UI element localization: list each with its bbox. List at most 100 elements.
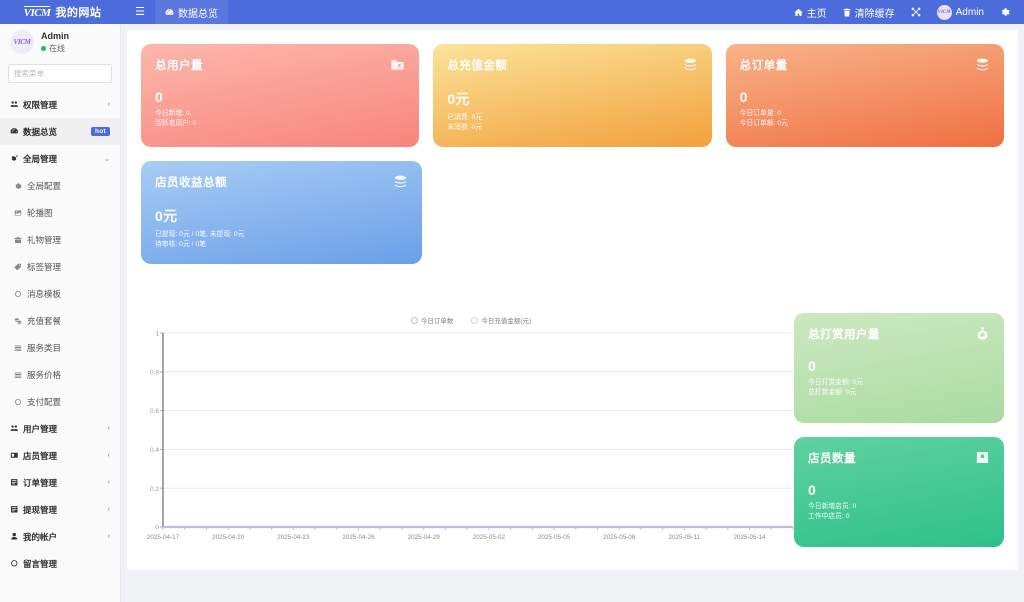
badge-user-icon-wrap [975,450,990,470]
chevron-icon: ‹ [107,506,110,513]
sidebar-item-15[interactable]: 提现管理 ‹ [0,496,120,523]
card-sub-line2: 工作中店员: 0 [808,513,850,521]
sidebar-toggle-button[interactable]: ☰ [125,0,155,24]
card-value: 0元 [155,208,178,224]
card-sub-line1: 今日打赏金额: 0元 [808,379,864,386]
users-icon [10,101,18,108]
card-sub-line1: 已消费: 0元 [447,114,483,121]
nav-clear-cache-button[interactable]: 清除缓存 [835,0,903,24]
image-icon-wrap [14,209,27,217]
user-icon [11,533,18,540]
sidebar-menu: 权限管理 ‹ 数据总览 hot 全局管理 ⌄ 全局配置轮播图礼物管理 标签管理消息模板充值套餐… [0,91,120,577]
card-title: 总用户量 [155,60,203,72]
card-value: 0 [808,358,817,374]
sidebar-user-status-label: 在线 [49,43,65,53]
sidebar-item-0[interactable]: 权限管理 ‹ [0,91,120,118]
card-value: 0 [808,482,817,498]
side-stat-card-1[interactable]: 店员数量 0 今日新增店员: 0 工作中店员: 0 [794,437,1004,547]
list-icon [14,345,22,351]
x-axis-tick-label: 2025-04-23 [277,534,310,541]
moneybag-icon [977,327,988,340]
sidebar-item-label: 轮播图 [27,207,53,218]
nav-user-name: Admin [955,6,984,18]
legend-item-0[interactable]: 今日订单数 [410,315,453,325]
y-axis-tick-label: 0.4 [150,447,159,454]
card-sub-line1: 今日新增店员: 0 [808,503,857,510]
legend-item-1[interactable]: 今日充值金额(元) [471,315,531,325]
fullscreen-icon [911,7,920,17]
badge-user-icon [976,452,989,463]
sidebar-user-panel[interactable]: VICM Admin 在线 [0,24,120,60]
sidebar-item-7[interactable]: 消息模板 [0,280,120,307]
sidebar-item-14[interactable]: 订单管理 ‹ [0,469,120,496]
x-axis-tick-label: 2025-05-14 [733,534,766,541]
card-sub-line2: 活跃老用户: 0 [155,120,197,128]
trend-chart: 今日订单数 今日充值金额(元) 0 0.2 0.4 0.6 0.8 1 2025-04-17 2… [141,313,801,553]
side-stat-card-0[interactable]: 总打赏用户量 0 今日打赏金额: 0元 总打赏金额: 0元 [794,313,1004,423]
card-title: 店员收益总额 [155,177,227,189]
sidebar-item-6[interactable]: 标签管理 [0,253,120,280]
search-box[interactable] [8,64,112,83]
card-subtext: 已消费: 0元 未消费: 0元 [447,113,697,133]
sidebar-item-label: 消息模板 [27,288,62,299]
x-axis-tick-label: 2025-04-20 [212,534,245,541]
nav-fullscreen-button[interactable] [903,0,929,24]
sidebar-item-1[interactable]: 数据总览 hot [0,118,120,145]
chevron-icon: ⌄ [104,155,110,163]
stat-card-3[interactable]: 店员收益总额 0元已提现: 0元 / 0笔, 未提现: 0元 待审核: 0元 / 0… [141,161,422,264]
x-axis-tick-label: 2025-05-02 [473,534,506,541]
sidebar-avatar-text: VICM [13,38,31,46]
folder-user-icon [391,60,404,70]
sidebar-item-3[interactable]: 全局配置 [0,172,120,199]
top-navbar: VICM 我的网站 ☰ 数据总览 主页 清除缓存 [0,0,1024,24]
sidebar-item-13[interactable]: 店员管理 ‹ [0,442,120,469]
cogs-icon [11,155,18,162]
circle-icon-wrap [14,398,27,406]
online-dot-icon [41,45,46,51]
dashboard-icon [10,128,18,134]
x-axis-tick-label: 2025-05-05 [538,534,571,541]
coins-stack-icon [394,175,407,188]
card-subtext: 已提现: 0元 / 0笔, 未提现: 0元 待审核: 0元 / 0笔 [155,230,408,250]
dashboard-icon-wrap [10,127,23,136]
circle-icon-wrap [14,290,27,298]
brand-logo-area[interactable]: VICM 我的网站 [0,0,125,24]
dashboard-icon [165,8,174,15]
home-icon [793,8,803,16]
sidebar-user-name: Admin [41,30,69,41]
card-title: 总订单量 [739,60,788,72]
nav-user-menu[interactable]: VICM Admin [929,0,992,24]
stat-card-2[interactable]: 总订单量 0 今日订单量: 0 今日订单额: 0元 [725,44,1004,147]
sidebar-item-2[interactable]: 全局管理 ⌄ [0,145,120,172]
brand-name: 我的网站 [55,7,102,19]
nav-settings-button[interactable] [992,0,1018,24]
users-icon-wrap [10,424,23,433]
sidebar-item-12[interactable]: 用户管理 ‹ [0,415,120,442]
sidebar-item-8[interactable]: 充值套餐 [0,307,120,334]
chevron-icon: ‹ [107,479,110,486]
circle-icon-wrap [10,559,23,568]
stat-card-0[interactable]: 总用户量 0 今日新增: 0, 活跃老用户: 0 [141,44,420,147]
tab-dashboard[interactable]: 数据总览 [155,0,228,24]
order-icon [11,479,18,486]
sidebar-item-11[interactable]: 支付配置 [0,388,120,415]
sidebar-user-status: 在线 [41,43,69,54]
sidebar-avatar: VICM [10,30,34,54]
stat-card-1[interactable]: 总充值金额 0元 已消费: 0元 未消费: 0元 [433,44,712,147]
chart-canvas[interactable]: 0 0.2 0.4 0.6 0.8 1 2025-04-17 2025-04-20 2025-0… [141,327,801,549]
circle-icon [11,560,18,567]
list-icon-wrap [14,344,27,352]
sidebar-item-badge: hot [90,127,110,136]
sidebar-item-10[interactable]: 服务价格 [0,361,120,388]
sidebar-item-16[interactable]: 我的帐户 ‹ [0,523,120,550]
sidebar-item-4[interactable]: 轮播图 [0,199,120,226]
card-subtext: 今日新增店员: 0 工作中店员: 0 [808,502,990,522]
search-input[interactable] [14,69,111,78]
moneybag-icon-wrap [975,326,990,346]
nav-home-button[interactable]: 主页 [786,0,835,24]
card-title: 总打赏用户量 [808,329,880,341]
side-stat-cards: 总打赏用户量 0 今日打赏金额: 0元 总打赏金额: 0元 店员数量 0 今日新增店员: 0… [794,313,1004,547]
sidebar-item-9[interactable]: 服务类目 [0,334,120,361]
sidebar-item-5[interactable]: 礼物管理 [0,226,120,253]
sidebar-item-17[interactable]: 留言管理 [0,550,120,577]
